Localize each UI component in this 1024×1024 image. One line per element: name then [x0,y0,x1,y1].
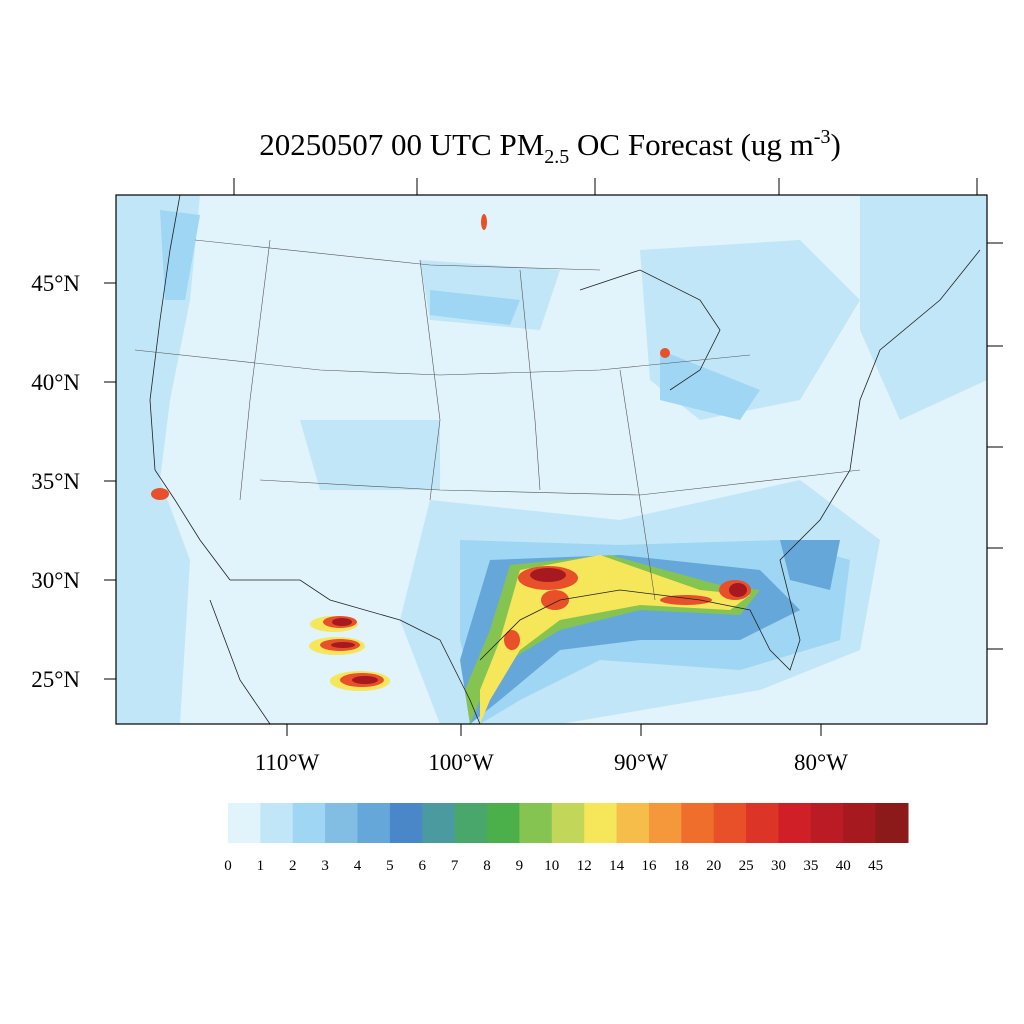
colorbar-label: 8 [483,858,491,874]
colorbar-label: 7 [451,858,459,874]
lat-label: 25°N [31,667,80,692]
colorbar-swatch [648,803,682,843]
colorbar-label: 9 [516,858,524,874]
lat-label: 35°N [31,469,80,494]
colorbar-swatch [746,803,779,843]
lon-label: 100°W [428,750,494,775]
title-main: 20250507 00 UTC PM [259,127,544,162]
colorbar-label: 5 [386,858,394,874]
colorbar-swatch [422,803,456,843]
colorbar-swatch [584,803,618,843]
colorbar-swatch [389,803,423,843]
colorbar-label: 35 [803,858,818,874]
colorbar-label: 2 [289,858,297,874]
colorbar-swatch [875,803,909,843]
colorbar-swatch [325,803,359,843]
colorbar-label: 3 [321,858,329,874]
colorbar-label: 18 [674,858,689,874]
frame-ticks [104,178,1003,736]
title-sup: -3 [814,126,831,148]
colorbar-label: 45 [868,858,883,874]
colorbar-swatch [260,803,294,843]
colorbar-label: 40 [836,858,851,874]
colorbar-label: 30 [771,858,786,874]
lon-label: 90°W [614,750,668,775]
colorbar-swatch [454,803,488,843]
lat-label: 45°N [31,271,80,296]
colorbar-swatch [681,803,715,843]
colorbar-label: 20 [706,858,721,874]
colorbar-label: 10 [544,858,559,874]
title: 20250507 00 UTC PM2.5 OC Forecast (ug m-… [259,126,841,168]
title-sub: 2.5 [544,146,569,168]
colorbar-swatch [487,803,520,843]
colorbar-swatch [616,803,650,843]
colorbar-swatch [292,803,326,843]
colorbar-swatch [713,803,747,843]
colorbar-label: 12 [577,858,592,874]
map-field [115,194,988,725]
lat-label: 40°N [31,370,80,395]
colorbar-swatch [357,803,391,843]
title-end: ) [830,127,840,162]
title-middle: OC Forecast (ug m [569,127,814,162]
colorbar-swatch [810,803,844,843]
colorbar-label: 14 [609,858,625,874]
colorbar-label: 6 [419,858,427,874]
colorbar-label: 1 [257,858,265,874]
colorbar-swatch [519,803,553,843]
colorbar-label: 16 [641,858,657,874]
colorbar-label: 25 [739,858,754,874]
lon-label: 80°W [794,750,848,775]
colorbar-swatch [551,803,585,843]
lon-label: 110°W [255,750,320,775]
colorbar-label: 4 [354,858,362,874]
colorbar-swatch [843,803,877,843]
colorbar-label: 0 [224,858,232,874]
colorbar-swatch [228,803,261,843]
lat-label: 30°N [31,568,80,593]
colorbar-swatch [778,803,812,843]
